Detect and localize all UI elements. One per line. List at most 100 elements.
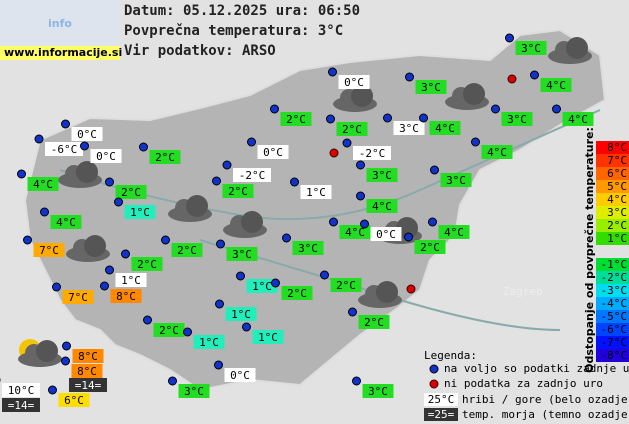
station-dot bbox=[356, 191, 365, 201]
station-temp: 2°C bbox=[342, 123, 362, 136]
station-dot bbox=[404, 232, 413, 242]
missing-dot bbox=[406, 284, 416, 294]
station-box bbox=[336, 122, 368, 136]
station-temp: 0°C bbox=[230, 369, 250, 382]
station-temp: 3°C bbox=[446, 174, 466, 187]
scale-label: -8°C bbox=[601, 349, 628, 362]
station-dot bbox=[143, 315, 152, 325]
station-temp: 1°C bbox=[130, 206, 150, 219]
station-temp: 10°C bbox=[8, 384, 35, 397]
station-dot bbox=[114, 197, 123, 207]
station-temp: 6°C bbox=[64, 394, 84, 407]
station-temp: 3°C bbox=[507, 113, 527, 126]
station-box bbox=[33, 243, 65, 257]
station-dot bbox=[168, 376, 177, 386]
station-box bbox=[562, 112, 594, 126]
station-temp: 1°C bbox=[258, 331, 278, 344]
station-dot bbox=[348, 307, 357, 317]
station-box bbox=[280, 112, 312, 126]
station-dot bbox=[17, 169, 26, 179]
station-box bbox=[72, 349, 104, 363]
station-box bbox=[393, 121, 425, 135]
station-dot bbox=[100, 281, 109, 291]
station-dot bbox=[48, 385, 57, 395]
station-temp: -6°C bbox=[51, 143, 78, 156]
station-dot bbox=[61, 356, 70, 366]
station-box bbox=[2, 383, 40, 397]
scale-label: 4°C bbox=[607, 193, 627, 206]
station-box bbox=[339, 225, 371, 239]
station-temp: 2°C bbox=[336, 279, 356, 292]
station-temp: 3°C bbox=[521, 42, 541, 55]
station-dot bbox=[23, 235, 32, 245]
station-dot bbox=[505, 33, 514, 43]
station-temp: 0°C bbox=[344, 76, 364, 89]
station-temp: 2°C bbox=[177, 244, 197, 257]
scale-swatch bbox=[596, 310, 629, 323]
legend-sample-text: =25= bbox=[428, 408, 455, 421]
scale-swatch bbox=[596, 193, 629, 206]
logo: info bbox=[48, 17, 72, 30]
station-dot bbox=[40, 207, 49, 217]
station-dot bbox=[405, 72, 414, 82]
station-temp: 7°C bbox=[39, 244, 59, 257]
station-box bbox=[62, 290, 94, 304]
station-temp: 0°C bbox=[77, 128, 97, 141]
station-temp: 2°C bbox=[137, 258, 157, 271]
scale-label: -2°C bbox=[601, 271, 628, 284]
station-temp: 1°C bbox=[121, 274, 141, 287]
scale-label: 6°C bbox=[607, 167, 627, 180]
data-source: Vir podatkov: ARSO bbox=[124, 43, 276, 59]
station-dot bbox=[215, 299, 224, 309]
station-box bbox=[27, 177, 59, 191]
station-box bbox=[415, 80, 447, 94]
station-temp: 0°C bbox=[376, 228, 396, 241]
station-dot bbox=[356, 160, 365, 170]
scale-label: 5°C bbox=[607, 180, 627, 193]
station-temp: 4°C bbox=[56, 216, 76, 229]
station-temp: 2°C bbox=[364, 316, 384, 329]
scale-swatch bbox=[596, 206, 629, 219]
station-temp: 3°C bbox=[298, 242, 318, 255]
station-box bbox=[225, 307, 257, 321]
station-box bbox=[153, 323, 185, 337]
station-box bbox=[338, 75, 370, 89]
station-temp: 2°C bbox=[155, 151, 175, 164]
station-temp: 8°C bbox=[77, 365, 97, 378]
scale-swatch bbox=[596, 141, 629, 154]
station-temp: 4°C bbox=[487, 146, 507, 159]
scale-label: 8°C bbox=[607, 141, 627, 154]
station-box bbox=[71, 127, 103, 141]
station-box bbox=[131, 257, 163, 271]
station-dot bbox=[34, 134, 44, 144]
station-dot bbox=[105, 265, 114, 275]
station-temp: 2°C bbox=[228, 185, 248, 198]
station-box bbox=[115, 273, 147, 287]
scale-swatch bbox=[596, 167, 629, 180]
scale-label: -6°C bbox=[601, 323, 628, 336]
station-temp: 8°C bbox=[78, 350, 98, 363]
station-dot bbox=[430, 165, 439, 175]
missing-dot bbox=[329, 148, 339, 158]
station-temp: 2°C bbox=[286, 113, 306, 126]
station-box bbox=[178, 384, 210, 398]
station-box bbox=[71, 364, 103, 378]
station-temp: 3°C bbox=[368, 385, 388, 398]
station-temp: 1°C bbox=[252, 280, 272, 293]
station-box bbox=[45, 142, 83, 156]
station-temp: 7°C bbox=[68, 291, 88, 304]
station-temp: 8°C bbox=[116, 290, 136, 303]
station-box bbox=[149, 150, 181, 164]
station-box bbox=[110, 289, 142, 303]
missing-dot bbox=[507, 74, 517, 84]
legend-sample bbox=[424, 393, 458, 406]
average-temp: Povprečna temperatura: 3°C bbox=[124, 23, 343, 39]
station-dot bbox=[247, 137, 256, 147]
station-dot bbox=[530, 70, 539, 80]
scale-swatch bbox=[596, 284, 629, 297]
station-box bbox=[233, 168, 271, 182]
station-box bbox=[515, 41, 547, 55]
station-dot bbox=[282, 233, 291, 243]
site-bg bbox=[0, 46, 120, 60]
